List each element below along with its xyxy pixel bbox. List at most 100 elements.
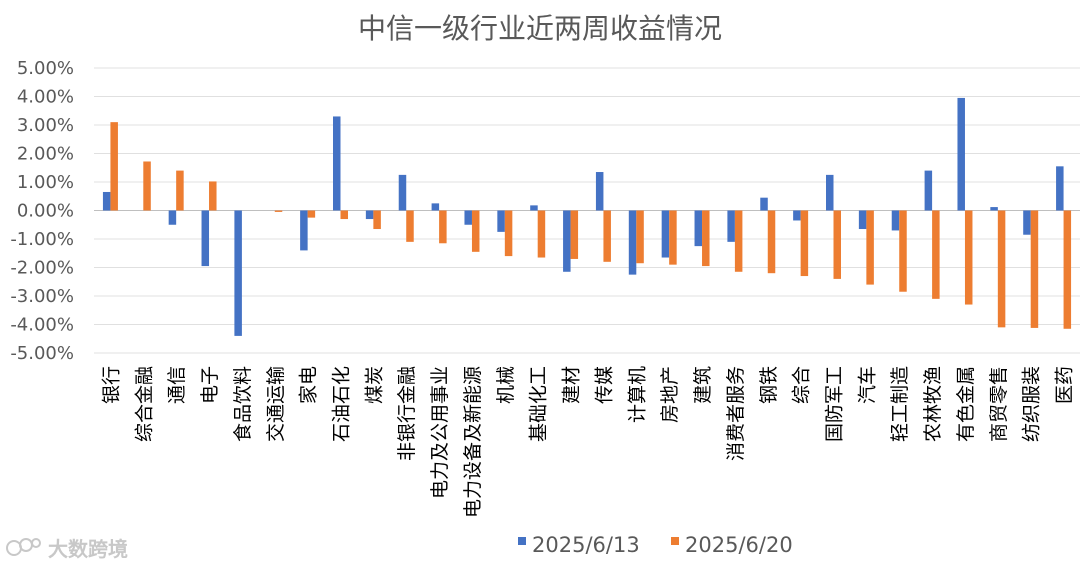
logo-icon — [6, 538, 41, 556]
bar-1-国防军工 — [826, 174, 834, 211]
bar-1-石油石化 — [333, 116, 341, 211]
bar-2-国防军工 — [833, 210, 841, 279]
bar-2-家电 — [307, 210, 316, 218]
bar-2-商贸零售 — [997, 210, 1006, 328]
legend: 2025/6/13 2025/6/20 — [518, 533, 793, 557]
bar-2-建筑 — [702, 210, 710, 267]
bar-2-消费者服务 — [734, 210, 743, 272]
bar-2-机械 — [504, 210, 513, 257]
bar-2-汽车 — [866, 210, 874, 285]
y-tick-label: 4.00% — [17, 87, 74, 108]
bar-1-消费者服务 — [727, 210, 735, 242]
bar-2-纺织服装 — [1030, 210, 1039, 328]
x-tick-label: 银行 — [100, 366, 122, 404]
x-tick-label: 非银行金融 — [396, 366, 418, 461]
bars — [102, 97, 1072, 336]
bar-1-综合 — [793, 210, 801, 221]
bar-1-医药 — [1056, 166, 1064, 211]
bar-2-煤炭 — [373, 210, 381, 230]
bar-2-计算机 — [636, 210, 644, 264]
bar-1-电力及公用事业 — [431, 203, 440, 211]
x-tick-label: 电力及公用事业 — [429, 366, 451, 499]
x-tick-label: 纺织服装 — [1021, 366, 1043, 442]
bar-2-传媒 — [603, 210, 611, 262]
x-tick-label: 有色金属 — [955, 366, 977, 442]
y-axis-ticks: 5.00% 4.00% 3.00% 2.00% 1.00% 0.00% -1.00% -2.0… — [10, 58, 74, 364]
bar-1-有色金属 — [957, 97, 965, 211]
bar-2-农林牧渔 — [932, 210, 940, 299]
bar-2-轻工制造 — [899, 210, 907, 292]
x-tick-label: 医药 — [1054, 366, 1076, 404]
bar-1-计算机 — [628, 210, 637, 275]
bar-2-交通运输 — [274, 210, 283, 212]
bar-1-建材 — [563, 210, 571, 272]
x-tick-label: 国防军工 — [824, 366, 846, 442]
bar-1-电力设备及新能源 — [464, 210, 472, 225]
bar-2-电子 — [209, 181, 217, 211]
x-tick-label: 机械 — [495, 366, 517, 404]
y-tick-label: 3.00% — [17, 115, 74, 136]
bar-1-房地产 — [661, 210, 670, 258]
legend-label: 2025/6/20 — [685, 533, 793, 557]
x-tick-label: 汽车 — [856, 366, 878, 404]
bar-2-非银行金融 — [406, 210, 414, 242]
x-tick-label: 建筑 — [692, 366, 714, 404]
y-tick-label: -3.00% — [10, 286, 74, 307]
x-tick-label: 家电 — [298, 366, 320, 404]
bar-1-食品饮料 — [234, 210, 242, 336]
x-tick-label: 消费者服务 — [725, 366, 747, 461]
bar-1-农林牧渔 — [924, 170, 933, 211]
x-tick-label: 轻工制造 — [889, 366, 911, 442]
watermark-text: 大数跨境 — [48, 537, 128, 561]
bar-1-电子 — [201, 210, 210, 267]
x-tick-label: 综合金融 — [133, 366, 155, 442]
chart-title: 中信一级行业近两周收益情况 — [358, 12, 722, 45]
y-tick-label: 2.00% — [17, 144, 74, 165]
bar-2-电力及公用事业 — [439, 210, 447, 244]
x-tick-label: 石油石化 — [331, 366, 353, 442]
bar-1-轻工制造 — [891, 210, 900, 231]
x-tick-label: 商贸零售 — [988, 366, 1010, 442]
y-tick-label: -5.00% — [10, 343, 74, 364]
gridlines — [94, 67, 1080, 354]
y-tick-label: -4.00% — [10, 315, 74, 336]
bar-1-钢铁 — [760, 197, 768, 211]
bar-2-房地产 — [669, 210, 677, 265]
bar-2-综合金融 — [143, 161, 151, 211]
y-tick-label: 5.00% — [17, 58, 74, 79]
y-tick-label: -1.00% — [10, 229, 74, 250]
watermark: 大数跨境 — [6, 537, 128, 561]
bar-2-电力设备及新能源 — [471, 210, 480, 252]
x-tick-label: 电力设备及新能源 — [462, 366, 484, 518]
bar-2-通信 — [176, 170, 184, 211]
bar-2-基础化工 — [537, 210, 546, 258]
x-tick-label: 综合 — [791, 366, 813, 404]
x-tick-label: 房地产 — [659, 366, 681, 423]
bar-1-基础化工 — [530, 205, 538, 211]
bar-2-石油石化 — [340, 210, 348, 220]
x-tick-label: 煤炭 — [363, 366, 385, 404]
bar-2-综合 — [800, 210, 809, 277]
bar-2-医药 — [1063, 210, 1072, 329]
bar-2-有色金属 — [964, 210, 973, 305]
x-tick-label: 通信 — [166, 366, 188, 404]
bar-1-煤炭 — [365, 210, 374, 220]
x-tick-label: 传媒 — [593, 366, 615, 404]
bar-2-银行 — [110, 122, 118, 211]
y-tick-label: 1.00% — [17, 172, 74, 193]
bar-1-家电 — [300, 210, 308, 251]
bar-1-汽车 — [858, 210, 867, 230]
bar-1-商贸零售 — [990, 207, 998, 211]
bar-2-钢铁 — [767, 210, 776, 274]
bar-1-建筑 — [694, 210, 703, 247]
x-tick-label: 农林牧渔 — [922, 366, 944, 442]
y-tick-label: -2.00% — [10, 258, 74, 279]
bar-2-建材 — [570, 210, 579, 259]
x-axis-ticks: 银行 综合金融 通信 电子 食品饮料 交通运输 家电 石油石化 煤炭 非银行金融 电力及公用事业 电力… — [100, 366, 1075, 518]
x-tick-label: 食品饮料 — [232, 366, 254, 442]
x-tick-label: 计算机 — [626, 366, 648, 423]
x-tick-label: 交通运输 — [265, 366, 287, 442]
legend-label: 2025/6/13 — [532, 533, 640, 557]
bar-1-非银行金融 — [398, 174, 407, 211]
